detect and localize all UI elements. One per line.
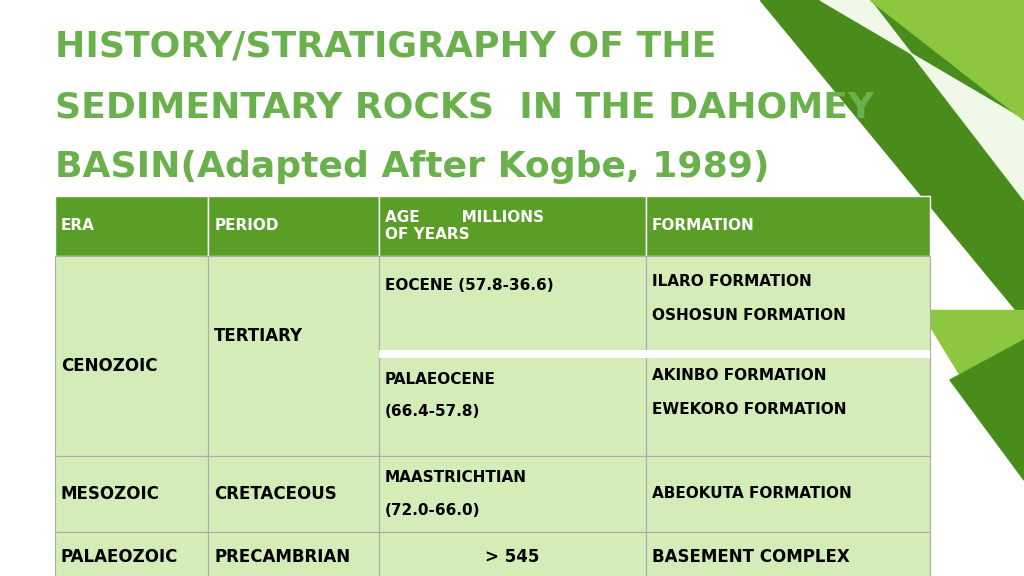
Text: BASIN(Adapted After Kogbe, 1989): BASIN(Adapted After Kogbe, 1989) xyxy=(55,150,769,184)
Bar xyxy=(208,256,379,456)
Bar xyxy=(55,256,208,456)
Polygon shape xyxy=(820,0,1024,200)
Text: AGE        MILLIONS
OF YEARS: AGE MILLIONS OF YEARS xyxy=(385,210,544,242)
Text: PERIOD: PERIOD xyxy=(214,218,279,233)
Bar xyxy=(55,532,208,576)
Text: EWEKORO FORMATION: EWEKORO FORMATION xyxy=(651,403,846,418)
Text: MESOZOIC: MESOZOIC xyxy=(61,485,160,503)
Bar xyxy=(208,196,379,256)
Bar xyxy=(645,256,930,456)
Bar xyxy=(55,196,208,256)
Text: PALAEOCENE: PALAEOCENE xyxy=(385,373,496,388)
Bar xyxy=(645,196,930,256)
Bar xyxy=(55,456,208,532)
Bar xyxy=(645,532,930,576)
Text: PALAEOZOIC: PALAEOZOIC xyxy=(61,548,178,566)
Text: CRETACEOUS: CRETACEOUS xyxy=(214,485,337,503)
Bar xyxy=(208,532,379,576)
Text: ERA: ERA xyxy=(61,218,95,233)
Text: AKINBO FORMATION: AKINBO FORMATION xyxy=(651,369,826,384)
Bar xyxy=(645,456,930,532)
Bar xyxy=(379,532,645,576)
Bar xyxy=(379,256,645,456)
Text: ILARO FORMATION: ILARO FORMATION xyxy=(651,275,811,290)
Text: PRECAMBRIAN: PRECAMBRIAN xyxy=(214,548,350,566)
Bar xyxy=(379,350,645,358)
Text: CENOZOIC: CENOZOIC xyxy=(61,357,158,375)
Polygon shape xyxy=(920,310,1024,480)
Text: BASEMENT COMPLEX: BASEMENT COMPLEX xyxy=(651,548,849,566)
Bar xyxy=(208,456,379,532)
Text: TERTIARY: TERTIARY xyxy=(214,327,303,345)
Text: ABEOKUTA FORMATION: ABEOKUTA FORMATION xyxy=(651,487,851,502)
Polygon shape xyxy=(950,340,1024,480)
Text: (66.4-57.8): (66.4-57.8) xyxy=(385,404,480,419)
Polygon shape xyxy=(870,0,1024,120)
Text: (72.0-66.0): (72.0-66.0) xyxy=(385,503,480,518)
Bar xyxy=(645,350,930,358)
Bar xyxy=(379,196,645,256)
Bar xyxy=(379,456,645,532)
Text: SEDIMENTARY ROCKS  IN THE DAHOMEY: SEDIMENTARY ROCKS IN THE DAHOMEY xyxy=(55,90,874,124)
Text: HISTORY/STRATIGRAPHY OF THE: HISTORY/STRATIGRAPHY OF THE xyxy=(55,30,717,64)
Polygon shape xyxy=(760,0,1024,320)
Text: OSHOSUN FORMATION: OSHOSUN FORMATION xyxy=(651,309,846,324)
Text: FORMATION: FORMATION xyxy=(651,218,755,233)
Text: MAASTRICHTIAN: MAASTRICHTIAN xyxy=(385,470,526,485)
Text: EOCENE (57.8-36.6): EOCENE (57.8-36.6) xyxy=(385,279,553,294)
Text: > 545: > 545 xyxy=(485,548,540,566)
